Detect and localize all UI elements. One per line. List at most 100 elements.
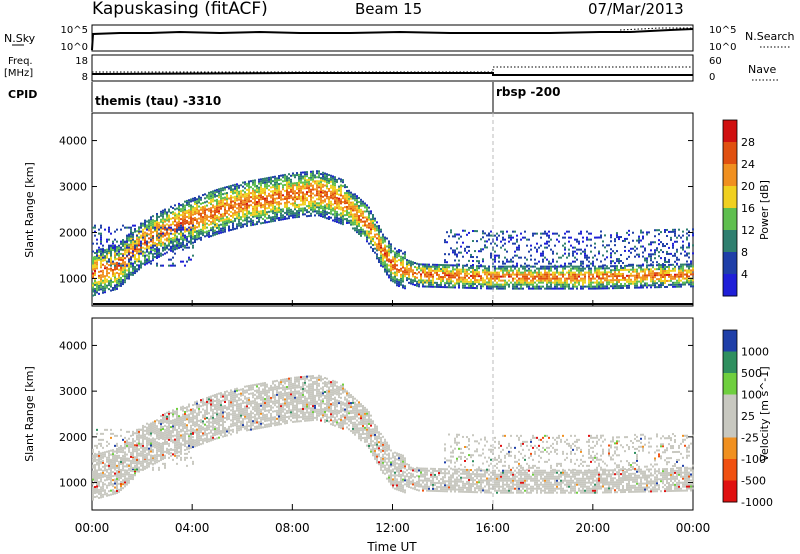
power-echo-cell bbox=[114, 272, 116, 275]
velocity-echo-cell bbox=[114, 482, 116, 485]
power-echo-cell bbox=[494, 265, 496, 268]
power-echo-cell bbox=[326, 173, 328, 176]
power-echo-cell bbox=[676, 258, 678, 261]
power-echo-cell bbox=[526, 277, 528, 280]
power-echo-cell bbox=[336, 210, 338, 213]
power-echo-cell bbox=[662, 245, 664, 248]
power-echo-cell bbox=[500, 283, 502, 286]
power-echo-cell bbox=[620, 254, 622, 257]
power-echo-cell bbox=[348, 215, 350, 218]
power-echo-cell bbox=[130, 226, 132, 229]
power-echo-cell bbox=[130, 228, 132, 231]
power-echo-cell bbox=[212, 228, 214, 231]
power-echo-cell bbox=[618, 238, 620, 241]
power-echo-cell bbox=[438, 263, 440, 266]
power-echo-cell bbox=[276, 213, 278, 216]
power-echo-cell bbox=[514, 254, 516, 257]
power-echo-cell bbox=[168, 234, 170, 237]
power-echo-cell bbox=[518, 283, 520, 286]
power-echo-cell bbox=[572, 260, 574, 263]
beam-label: Beam 15 bbox=[355, 0, 422, 18]
power-echo-cell bbox=[228, 197, 230, 200]
power-echo-cell bbox=[140, 224, 142, 227]
power-echo-cell bbox=[124, 271, 126, 274]
power-echo-cell bbox=[190, 212, 192, 215]
power-echo-cell bbox=[306, 179, 308, 182]
power-echo-cell bbox=[260, 186, 262, 189]
power-echo-cell bbox=[504, 238, 506, 241]
power-echo-cell bbox=[168, 210, 170, 213]
power-echo-cell bbox=[126, 246, 128, 249]
power-echo-cell bbox=[308, 182, 310, 185]
power-echo-cell bbox=[228, 207, 230, 210]
power-echo-cell bbox=[662, 243, 664, 246]
velocity-echo-cell bbox=[96, 479, 98, 482]
power-echo-cell bbox=[220, 201, 222, 204]
power-echo-cell bbox=[414, 280, 416, 283]
power-echo-cell bbox=[412, 263, 414, 266]
power-echo-cell bbox=[534, 262, 536, 265]
power-echo-cell bbox=[434, 269, 436, 272]
power-echo-cell bbox=[210, 207, 212, 210]
freq-label: Freq. bbox=[8, 56, 33, 67]
power-echo-cell bbox=[548, 269, 550, 272]
power-echo-cell bbox=[288, 183, 290, 186]
power-echo-cell bbox=[232, 190, 234, 193]
power-echo-cell bbox=[326, 205, 328, 208]
power-echo-cell bbox=[516, 287, 518, 290]
power-echo-cell bbox=[96, 242, 98, 245]
velocity-echo-cell bbox=[98, 464, 100, 467]
power-echo-cell bbox=[634, 245, 636, 248]
power-echo-cell bbox=[192, 229, 194, 232]
power-echo-cell bbox=[100, 224, 102, 227]
power-echo-cell bbox=[102, 287, 104, 290]
power-echo-cell bbox=[128, 265, 130, 268]
power-echo-cell bbox=[184, 222, 186, 225]
velocity-echo-cell bbox=[98, 474, 100, 477]
power-echo-cell bbox=[602, 244, 604, 247]
power-echo-cell bbox=[498, 275, 500, 278]
power-echo-cell bbox=[356, 205, 358, 208]
power-echo-cell bbox=[118, 256, 120, 259]
power-echo-cell bbox=[322, 199, 324, 202]
power-echo-cell bbox=[682, 265, 684, 268]
power-echo-cell bbox=[252, 209, 254, 212]
power-echo-cell bbox=[204, 209, 206, 212]
power-echo-cell bbox=[210, 203, 212, 206]
power-echo-cell bbox=[630, 251, 632, 254]
power-echo-cell bbox=[452, 286, 454, 289]
velocity-echo-cell bbox=[92, 492, 94, 495]
power-echo-cell bbox=[606, 275, 608, 278]
power-echo-cell bbox=[160, 232, 162, 235]
power-echo-cell bbox=[218, 218, 220, 221]
velocity-echo-cell bbox=[112, 457, 114, 460]
power-echo-cell bbox=[134, 268, 136, 271]
power-echo-cell bbox=[330, 190, 332, 193]
power-echo-cell bbox=[248, 212, 250, 215]
velocity-echo-cell bbox=[108, 478, 110, 481]
power-echo-cell bbox=[162, 227, 164, 230]
velocity-echo-cell bbox=[92, 466, 94, 469]
power-echo-cell bbox=[160, 252, 162, 255]
power-echo-cell bbox=[310, 206, 312, 209]
power-echo-cell bbox=[550, 262, 552, 265]
power-echo-cell bbox=[100, 288, 102, 291]
power-echo-cell bbox=[236, 183, 238, 186]
power-echo-cell bbox=[650, 280, 652, 283]
power-echo-cell bbox=[242, 193, 244, 196]
power-echo-cell bbox=[200, 230, 202, 233]
power-echo-cell bbox=[418, 271, 420, 274]
power-echo-cell bbox=[654, 251, 656, 254]
power-echo-cell bbox=[186, 203, 188, 206]
power-echo-cell bbox=[638, 272, 640, 275]
power-echo-cell bbox=[238, 210, 240, 213]
power-echo-cell bbox=[118, 246, 120, 249]
power-echo-cell bbox=[316, 194, 318, 197]
power-echo-cell bbox=[130, 235, 132, 238]
power-echo-cell bbox=[334, 206, 336, 209]
power-echo-cell bbox=[480, 238, 482, 241]
power-echo-cell bbox=[336, 178, 338, 181]
power-echo-cell bbox=[356, 213, 358, 216]
power-echo-cell bbox=[132, 264, 134, 267]
power-echo-cell bbox=[538, 281, 540, 284]
